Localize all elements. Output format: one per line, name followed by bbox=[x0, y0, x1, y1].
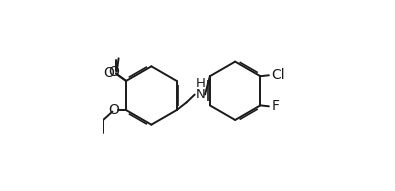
Text: O: O bbox=[108, 66, 119, 79]
Text: Cl: Cl bbox=[272, 68, 285, 82]
Text: methoxy: methoxy bbox=[90, 45, 142, 58]
Text: N: N bbox=[196, 88, 205, 101]
Text: methoxy: methoxy bbox=[94, 43, 145, 56]
Text: O: O bbox=[103, 66, 114, 80]
Text: O: O bbox=[108, 103, 119, 117]
Text: H: H bbox=[196, 77, 205, 90]
Text: F: F bbox=[272, 99, 280, 113]
